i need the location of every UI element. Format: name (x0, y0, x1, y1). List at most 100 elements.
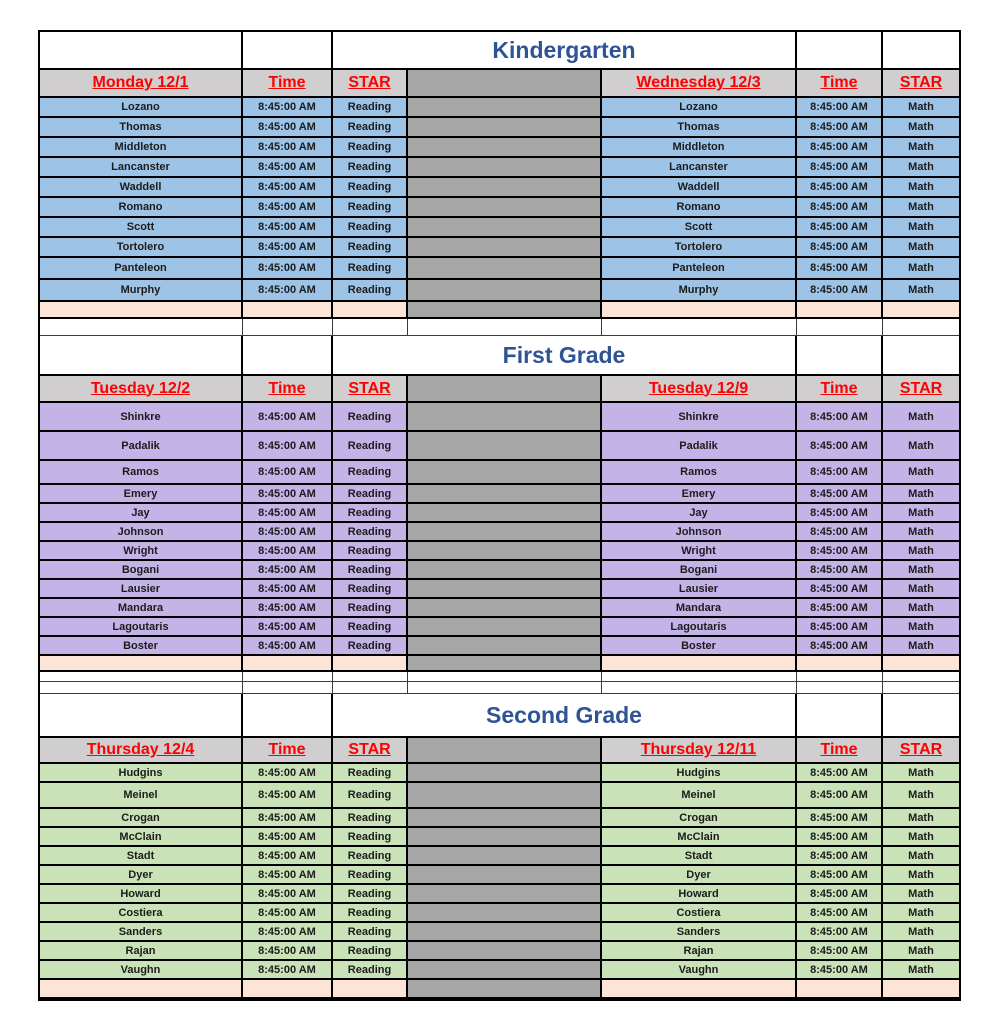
time-cell: 8:45:00 AM (797, 904, 883, 923)
time-cell: 8:45:00 AM (243, 961, 333, 980)
student-name-cell: Dyer (40, 866, 243, 885)
student-name-cell: Johnson (602, 523, 797, 542)
time-header-cell: Time (243, 376, 333, 403)
star-header-cell: STAR (333, 738, 408, 764)
empty-cell (40, 336, 243, 376)
time-cell: 8:45:00 AM (243, 178, 333, 198)
section-title-row: First Grade (40, 336, 959, 376)
student-name-cell: Lausier (40, 580, 243, 599)
student-name-cell: Howard (602, 885, 797, 904)
time-cell: 8:45:00 AM (797, 432, 883, 461)
time-cell: 8:45:00 AM (243, 218, 333, 238)
center-divider-cell (408, 656, 602, 672)
time-header-cell: Time (797, 738, 883, 764)
time-cell: 8:45:00 AM (797, 885, 883, 904)
student-name-cell: Padalik (602, 432, 797, 461)
time-cell: 8:45:00 AM (243, 923, 333, 942)
subject-cell: Reading (333, 118, 408, 138)
footer-cell (333, 656, 408, 672)
student-name-cell: Tortolero (40, 238, 243, 258)
footer-cell (243, 656, 333, 672)
section-title-row: Second Grade (40, 694, 959, 738)
empty-cell (40, 32, 243, 70)
student-name-cell: Crogan (40, 809, 243, 828)
subject-cell: Math (883, 618, 959, 637)
student-name-cell: Costiera (40, 904, 243, 923)
student-name-cell: Shinkre (602, 403, 797, 432)
center-divider-cell (408, 70, 602, 98)
subject-cell: Math (883, 885, 959, 904)
student-row: Jay 8:45:00 AM Reading Jay 8:45:00 AM Math (40, 504, 959, 523)
center-divider-cell (408, 580, 602, 599)
center-divider-cell (408, 280, 602, 302)
student-name-cell: Wright (40, 542, 243, 561)
time-cell: 8:45:00 AM (243, 542, 333, 561)
student-name-cell: Thomas (40, 118, 243, 138)
subject-cell: Math (883, 138, 959, 158)
student-name-cell: Lagoutaris (602, 618, 797, 637)
footer-cell (797, 656, 883, 672)
footer-cell (40, 302, 243, 319)
section-title-cell: First Grade (333, 336, 797, 376)
empty-cell (243, 694, 333, 738)
subject-cell: Math (883, 258, 959, 280)
student-name-cell: Murphy (602, 280, 797, 302)
subject-cell: Math (883, 504, 959, 523)
subject-cell: Reading (333, 280, 408, 302)
spacer-cell (408, 672, 602, 682)
student-row: Thomas 8:45:00 AM Reading Thomas 8:45:00 AM M… (40, 118, 959, 138)
student-name-cell: Waddell (40, 178, 243, 198)
footer-row (40, 980, 959, 999)
time-cell: 8:45:00 AM (797, 485, 883, 504)
subject-cell: Reading (333, 923, 408, 942)
footer-cell (797, 302, 883, 319)
subject-cell: Math (883, 961, 959, 980)
student-row: Sanders 8:45:00 AM Reading Sanders 8:45:00 A… (40, 923, 959, 942)
time-header-cell: Time (243, 70, 333, 98)
center-divider-cell (408, 764, 602, 783)
student-row: Wright 8:45:00 AM Reading Wright 8:45:00 AM M… (40, 542, 959, 561)
student-row: Tortolero 8:45:00 AM Reading Tortolero 8:45:… (40, 238, 959, 258)
center-divider-cell (408, 504, 602, 523)
center-divider-cell (408, 828, 602, 847)
student-name-cell: Romano (40, 198, 243, 218)
subject-cell: Reading (333, 904, 408, 923)
student-row: McClain 8:45:00 AM Reading McClain 8:45:00 A… (40, 828, 959, 847)
day-header-cell: Tuesday 12/9 (602, 376, 797, 403)
section-title-cell: Second Grade (333, 694, 797, 738)
footer-cell (602, 302, 797, 319)
time-cell: 8:45:00 AM (797, 618, 883, 637)
time-cell: 8:45:00 AM (243, 432, 333, 461)
subject-cell: Reading (333, 637, 408, 656)
student-name-cell: Stadt (602, 847, 797, 866)
time-cell: 8:45:00 AM (797, 828, 883, 847)
student-row: Hudgins 8:45:00 AM Reading Hudgins 8:45:00 A… (40, 764, 959, 783)
time-cell: 8:45:00 AM (797, 599, 883, 618)
time-cell: 8:45:00 AM (243, 942, 333, 961)
subject-cell: Reading (333, 432, 408, 461)
center-divider-cell (408, 485, 602, 504)
time-header-cell: Time (797, 376, 883, 403)
time-cell: 8:45:00 AM (797, 258, 883, 280)
time-header-cell: Time (243, 738, 333, 764)
footer-cell (40, 656, 243, 672)
time-cell: 8:45:00 AM (797, 764, 883, 783)
subject-cell: Reading (333, 942, 408, 961)
time-cell: 8:45:00 AM (797, 118, 883, 138)
center-divider-cell (408, 738, 602, 764)
subject-cell: Math (883, 523, 959, 542)
subject-cell: Math (883, 809, 959, 828)
student-name-cell: McClain (602, 828, 797, 847)
student-name-cell: Sanders (602, 923, 797, 942)
spacer-cell (408, 682, 602, 694)
student-name-cell: Shinkre (40, 403, 243, 432)
time-cell: 8:45:00 AM (243, 561, 333, 580)
student-row: Vaughn 8:45:00 AM Reading Vaughn 8:45:00 AM M… (40, 961, 959, 980)
student-row: Rajan 8:45:00 AM Reading Rajan 8:45:00 AM Mat… (40, 942, 959, 961)
spacer-cell (883, 319, 959, 336)
spacer-cell (40, 682, 243, 694)
subject-cell: Reading (333, 580, 408, 599)
spacer-cell (408, 319, 602, 336)
subject-cell: Reading (333, 561, 408, 580)
student-name-cell: Scott (602, 218, 797, 238)
